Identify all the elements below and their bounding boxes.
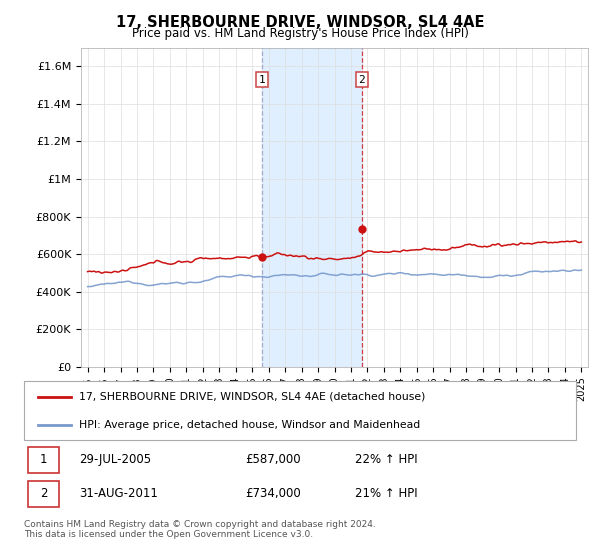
Text: 22% ↑ HPI: 22% ↑ HPI	[355, 453, 418, 466]
Bar	[28, 481, 59, 507]
Text: 1: 1	[40, 453, 47, 466]
Text: £587,000: £587,000	[245, 453, 301, 466]
Text: 2: 2	[40, 487, 47, 501]
Bar	[28, 447, 59, 473]
Text: 2: 2	[359, 74, 365, 85]
Text: 21% ↑ HPI: 21% ↑ HPI	[355, 487, 418, 501]
Text: Price paid vs. HM Land Registry's House Price Index (HPI): Price paid vs. HM Land Registry's House …	[131, 27, 469, 40]
Text: £734,000: £734,000	[245, 487, 301, 501]
Text: Contains HM Land Registry data © Crown copyright and database right 2024.
This d: Contains HM Land Registry data © Crown c…	[24, 520, 376, 539]
Text: 17, SHERBOURNE DRIVE, WINDSOR, SL4 4AE: 17, SHERBOURNE DRIVE, WINDSOR, SL4 4AE	[116, 15, 484, 30]
Text: HPI: Average price, detached house, Windsor and Maidenhead: HPI: Average price, detached house, Wind…	[79, 420, 421, 430]
Text: 1: 1	[259, 74, 265, 85]
Text: 29-JUL-2005: 29-JUL-2005	[79, 453, 151, 466]
Text: 17, SHERBOURNE DRIVE, WINDSOR, SL4 4AE (detached house): 17, SHERBOURNE DRIVE, WINDSOR, SL4 4AE (…	[79, 391, 425, 402]
Bar	[262, 48, 362, 367]
Text: 31-AUG-2011: 31-AUG-2011	[79, 487, 158, 501]
